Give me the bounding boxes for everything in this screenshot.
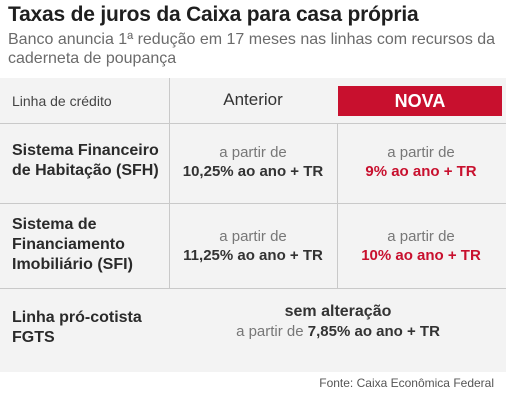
cell-merged-fgts: sem alteração a partir de 7,85% ao ano +… xyxy=(236,303,440,340)
row-label-fgts: Linha pró-cotista FGTS xyxy=(12,309,142,346)
header-nova: NOVA xyxy=(338,86,502,116)
divider xyxy=(0,123,506,124)
row-label-sfh: Sistema Financeiro de Habitação (SFH) xyxy=(12,142,159,179)
column-divider xyxy=(169,78,170,288)
cell-anterior-sfh: a partir de 10,25% ao ano + TR xyxy=(182,144,324,180)
divider xyxy=(0,288,506,289)
cell-nova-sfi: a partir de 10% ao ano + TR xyxy=(361,228,481,264)
source-note: Fonte: Caixa Econômica Federal xyxy=(319,376,494,390)
rates-table: Linha de crédito Anterior NOVA Sistema F… xyxy=(0,78,506,372)
chart-title: Taxas de juros da Caixa para casa própri… xyxy=(8,3,419,26)
column-divider xyxy=(337,123,338,288)
chart-subtitle: Banco anuncia 1ª redução em 17 meses nas… xyxy=(8,31,496,67)
header-anterior: Anterior xyxy=(223,90,283,109)
cell-nova-sfh: a partir de 9% ao ano + TR xyxy=(365,144,477,180)
row-label-sfi: Sistema de Financiamento Imobiliário (SF… xyxy=(12,216,133,273)
divider xyxy=(0,203,506,204)
cell-anterior-sfi: a partir de 11,25% ao ano + TR xyxy=(183,228,323,264)
header-credit-line: Linha de crédito xyxy=(12,93,112,109)
